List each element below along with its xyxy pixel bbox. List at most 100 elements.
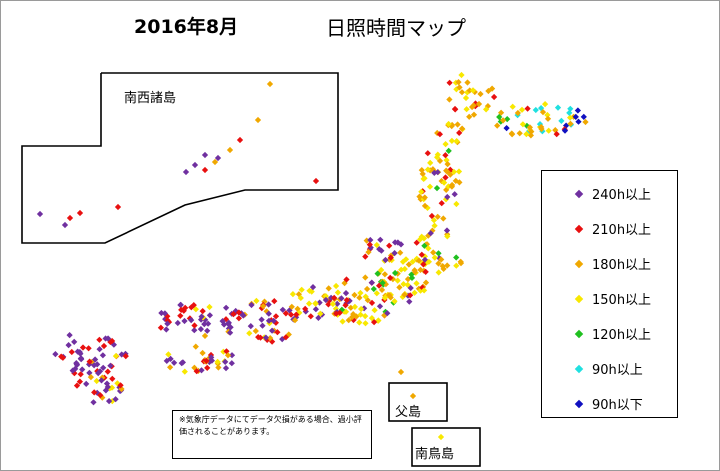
station-marker-96 [448,137,456,145]
station-marker-227 [402,256,410,263]
legend-swatch-210 [574,224,584,233]
legend-item-90-under: 90h以下 [542,386,677,421]
legend-item-240: 240h以上 [542,176,677,211]
station-marker-590 [61,221,69,229]
station-marker-447 [199,307,206,315]
station-marker-241 [378,266,385,274]
station-marker-116 [455,168,463,175]
station-marker-33 [541,100,549,108]
station-marker-285 [357,289,364,297]
station-marker-15 [458,71,465,79]
station-marker-385 [287,311,295,318]
station-marker-250 [356,319,363,326]
station-marker-404 [265,310,272,317]
station-marker-78 [580,113,587,121]
station-marker-264 [363,285,371,293]
station-marker-215 [387,274,394,282]
station-marker-41 [554,104,562,111]
station-marker-346 [391,249,398,257]
station-marker-572 [68,348,75,356]
station-marker-458 [220,321,228,328]
station-marker-132 [440,179,448,186]
legend-label-90-under: 90h以下 [592,398,643,413]
station-marker-197 [396,284,403,291]
station-marker-581 [201,151,209,159]
station-marker-245 [378,286,386,294]
station-marker-278 [348,313,356,321]
station-marker-390 [248,301,255,309]
station-marker-457 [164,317,171,324]
station-marker-259 [370,318,378,326]
station-marker-358 [366,241,373,248]
station-marker-592 [312,177,320,185]
station-marker-81 [575,118,582,125]
station-marker-496 [214,358,221,366]
station-marker-220 [368,279,375,286]
station-marker-182 [420,261,427,268]
station-marker-446 [197,325,205,333]
station-marker-395 [262,334,270,341]
station-marker-43 [503,124,510,132]
station-marker-509 [109,375,116,382]
station-marker-232 [409,258,416,265]
legend-swatch-120 [574,329,584,338]
station-marker-73 [509,103,516,110]
station-marker-583 [191,161,199,169]
station-marker-13 [477,90,484,98]
station-marker-594 [397,368,405,376]
station-marker-330 [297,294,304,302]
station-marker-140 [443,167,450,174]
station-marker-185 [453,262,460,269]
map-title: 日照時間マップ [326,16,466,40]
station-marker-591 [36,210,44,218]
minamitorishima-label: 南鳥島 [415,447,455,462]
station-marker-549 [112,352,120,360]
station-marker-391 [279,306,286,313]
station-marker-479 [228,360,235,367]
station-marker-65 [494,122,501,129]
station-marker-222 [394,277,401,284]
station-marker-410 [163,326,170,333]
station-marker-299 [362,312,369,320]
legend-label-150: 150h以上 [592,293,652,308]
station-marker-356 [365,248,372,256]
station-marker-498 [77,371,84,378]
station-marker-251 [371,307,378,314]
station-marker-517 [79,366,86,373]
station-marker-269 [368,299,376,307]
station-marker-198 [370,285,377,293]
station-marker-396 [260,302,267,310]
station-marker-556 [105,397,113,405]
station-marker-348 [387,254,394,261]
station-marker-381 [291,317,299,324]
station-marker-72 [508,131,516,138]
station-marker-29 [446,96,453,103]
data-note: ※気象庁データにてデータ欠損がある場合、過小評価されることがあります。 [172,410,372,459]
station-marker-196 [381,271,389,278]
station-marker-191 [430,249,437,256]
station-marker-151 [442,152,449,159]
station-marker-174 [438,256,445,263]
station-marker-120 [434,151,441,158]
station-marker-158 [457,259,465,267]
chichijima-inset-border [388,382,448,422]
station-marker-471 [222,364,230,372]
station-marker-168 [435,250,442,257]
station-marker-221 [374,270,381,277]
station-marker-36 [545,127,552,134]
legend-label-90-over: 90h以上 [592,363,643,378]
station-marker-477 [199,349,206,357]
station-marker-588 [76,209,84,217]
station-marker-114 [438,200,445,207]
station-marker-228 [405,261,413,268]
station-marker-111 [433,184,441,192]
station-marker-288 [351,291,358,299]
station-marker-326 [322,292,329,300]
station-marker-387 [267,334,274,342]
station-marker-323 [343,296,350,304]
station-marker-456 [198,313,205,320]
station-marker-104 [451,191,458,198]
station-marker-180 [453,254,460,261]
station-marker-6 [463,106,470,113]
